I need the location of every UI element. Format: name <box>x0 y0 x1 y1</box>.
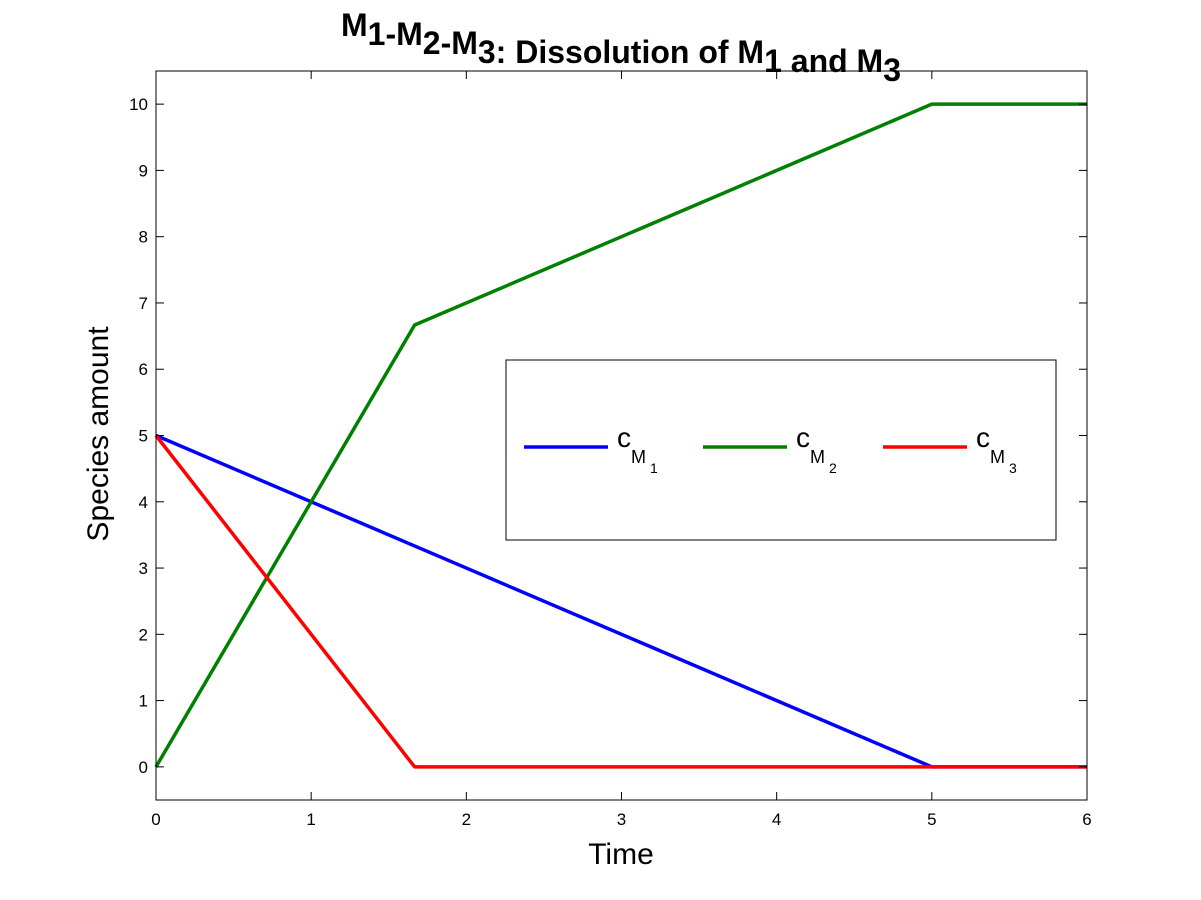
y-tick-label: 1 <box>139 692 148 711</box>
series-line-c-m3 <box>154 434 1087 769</box>
series-line-c-m2 <box>154 102 1087 768</box>
y-tick-label: 10 <box>129 95 148 114</box>
y-tick-label: 7 <box>139 294 148 313</box>
y-tick-label: 8 <box>139 228 148 247</box>
title-text-segment: -M <box>385 16 422 52</box>
x-tick-label: 0 <box>151 810 160 829</box>
x-tick-label: 1 <box>306 810 315 829</box>
legend: cM1 cM2 cM3 <box>505 359 1057 541</box>
legend-box <box>505 359 1057 541</box>
y-tick-label: 4 <box>139 493 148 512</box>
chart-title: M1-M2-M3: Dissolution of M1 and M3 <box>341 7 901 88</box>
title-subscript: 3 <box>883 52 901 88</box>
y-tick-label: 5 <box>139 427 148 446</box>
y-tick-label: 3 <box>139 559 148 578</box>
x-tick-label: 6 <box>1082 810 1091 829</box>
title-text-segment: M <box>341 7 368 43</box>
title-text-segment: and M <box>782 43 883 79</box>
title-text-segment: -M <box>441 25 478 61</box>
series-lines <box>154 102 1087 769</box>
x-tick-label: 3 <box>617 810 626 829</box>
title-subscript: 1 <box>368 16 386 52</box>
title-subscript: 2 <box>423 25 441 61</box>
x-tick-label: 4 <box>772 810 781 829</box>
y-tick-label: 9 <box>139 161 148 180</box>
y-tick-label: 6 <box>139 360 148 379</box>
title-text-segment: : Dissolution of M <box>496 34 764 70</box>
y-axis-label: Species amount <box>82 326 115 542</box>
legend-label-c-m3: cM3 <box>976 422 1017 476</box>
legend-label-c-m2: cM2 <box>796 422 837 476</box>
y-tick-label: 0 <box>139 758 148 777</box>
title-subscript: 3 <box>478 34 496 70</box>
legend-label-c-m1: cM1 <box>617 422 658 476</box>
x-tick-label: 5 <box>927 810 936 829</box>
title-subscript: 1 <box>764 43 782 79</box>
x-tick-label: 2 <box>462 810 471 829</box>
y-tick-label: 2 <box>139 625 148 644</box>
axis-ticks: 0 1 2 3 4 5 6 0 1 2 3 4 5 6 7 8 9 10 <box>129 71 1092 829</box>
x-axis-label: Time <box>588 838 654 871</box>
